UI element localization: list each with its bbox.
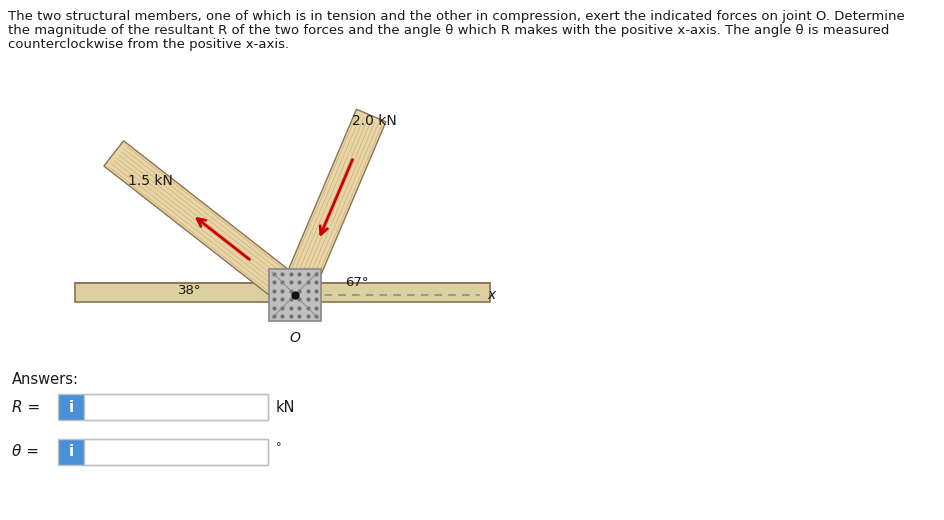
Text: O: O	[289, 331, 300, 345]
Text: Answers:: Answers:	[12, 372, 79, 387]
FancyBboxPatch shape	[58, 394, 84, 420]
Text: The two structural members, one of which is in tension and the other in compress: The two structural members, one of which…	[8, 10, 903, 23]
Text: 67°: 67°	[345, 277, 368, 290]
Polygon shape	[104, 141, 305, 308]
Polygon shape	[75, 283, 490, 302]
FancyBboxPatch shape	[58, 439, 84, 465]
Text: 1.5 kN: 1.5 kN	[128, 175, 173, 188]
Text: i: i	[68, 445, 74, 460]
Polygon shape	[280, 109, 385, 301]
Text: the magnitude of the resultant R of the two forces and the angle θ which R makes: the magnitude of the resultant R of the …	[8, 24, 888, 37]
Text: i: i	[68, 399, 74, 414]
Text: °: °	[276, 442, 281, 452]
Bar	[269, 269, 321, 321]
Text: R =: R =	[12, 399, 41, 414]
Text: 38°: 38°	[178, 283, 201, 296]
Text: θ =: θ =	[12, 445, 39, 460]
FancyBboxPatch shape	[84, 439, 268, 465]
Text: x: x	[486, 288, 495, 302]
FancyBboxPatch shape	[84, 394, 268, 420]
Text: counterclockwise from the positive x-axis.: counterclockwise from the positive x-axi…	[8, 38, 289, 51]
Text: kN: kN	[276, 399, 295, 414]
Text: 2.0 kN: 2.0 kN	[352, 114, 396, 128]
